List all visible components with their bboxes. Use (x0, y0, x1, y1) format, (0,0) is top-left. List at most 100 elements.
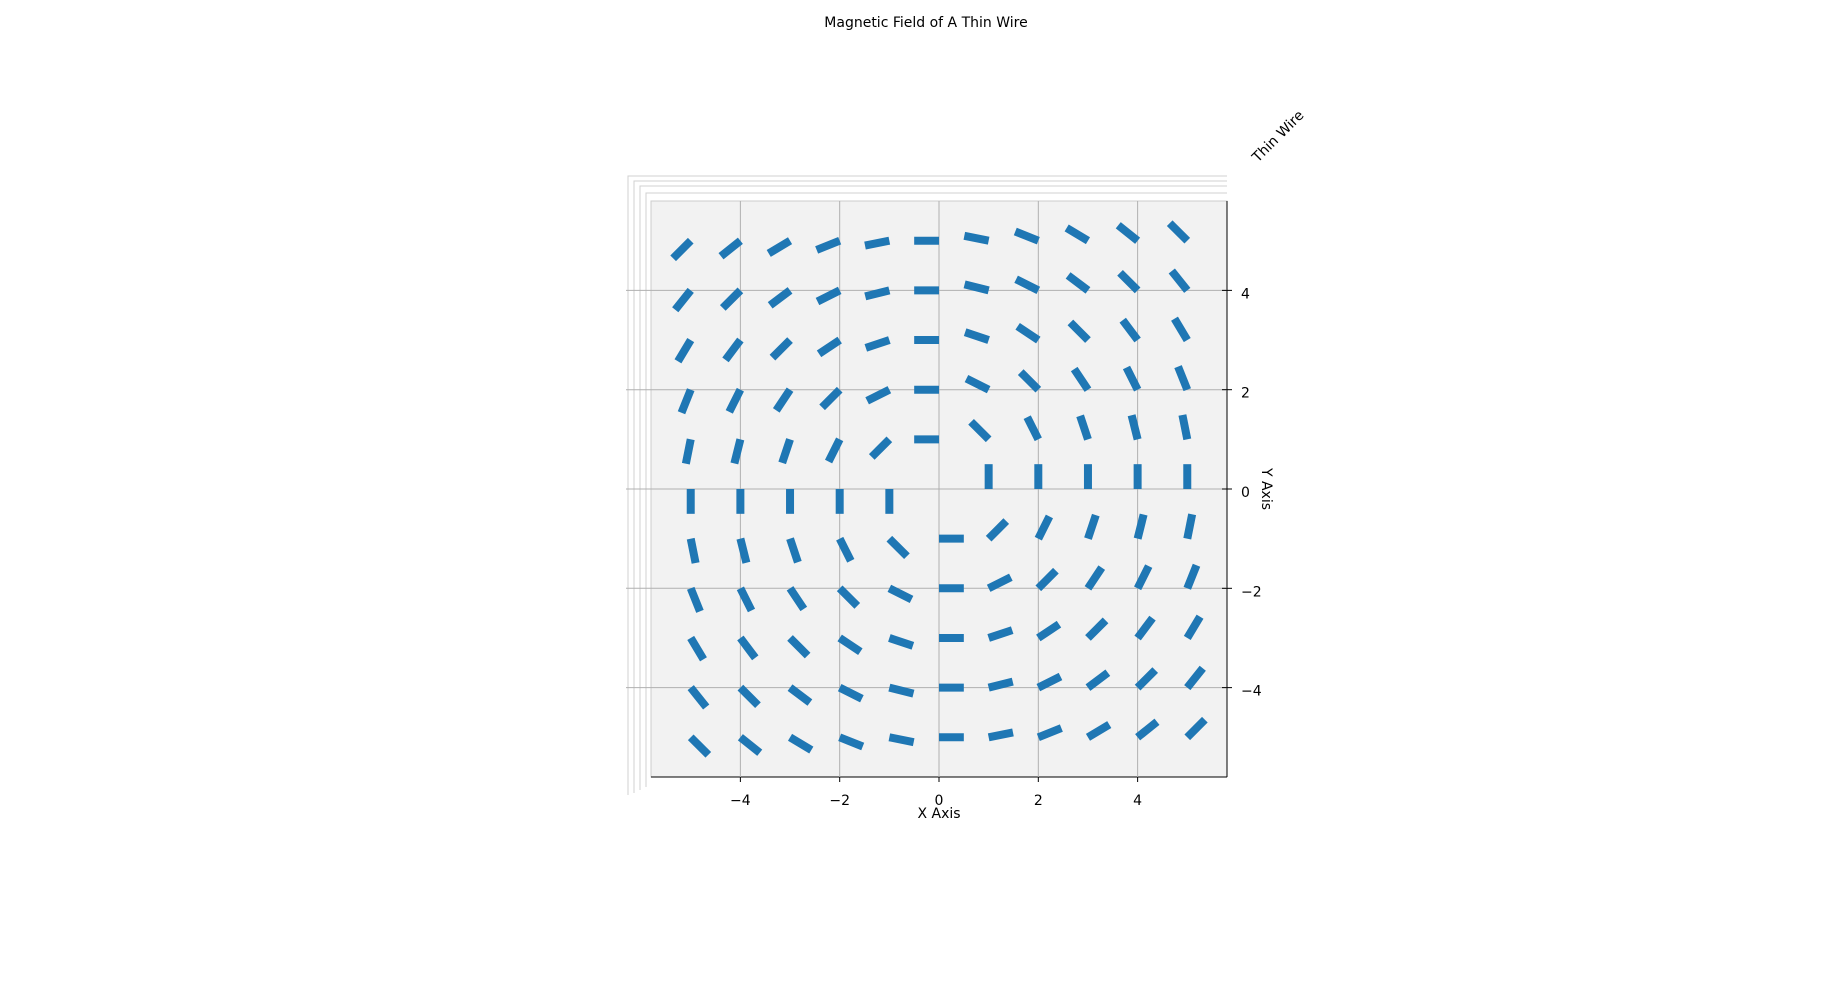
field-arrow (986, 573, 1013, 592)
field-arrow (838, 733, 865, 751)
field-arrow (1023, 415, 1042, 442)
field-arrow (1174, 365, 1191, 392)
field-arrow (687, 685, 710, 710)
field-arrow (1183, 614, 1204, 641)
field-arrow (1178, 414, 1192, 441)
field-arrow (778, 438, 794, 465)
field-arrow (787, 733, 814, 754)
field-arrow (1065, 272, 1091, 294)
field-arrow (1134, 615, 1156, 641)
field-arrow (736, 537, 751, 564)
field-arrow (1070, 366, 1092, 392)
field-arrow (687, 734, 712, 758)
x-tick-label: 2 (1034, 793, 1043, 809)
field-arrow (677, 388, 695, 415)
field-arrow (1017, 369, 1042, 393)
field-arrow (772, 387, 794, 413)
field-arrow (1034, 514, 1054, 541)
field-arrow (1135, 718, 1160, 741)
field-arrow (888, 733, 915, 747)
field-arrow (837, 684, 864, 703)
field-arrow (963, 328, 990, 344)
field-arrow (737, 635, 759, 661)
field-arrow (868, 436, 893, 460)
field-arrow (767, 287, 793, 309)
field-arrow (718, 237, 743, 260)
field-arrow (1035, 567, 1059, 592)
field-arrow (725, 387, 744, 414)
field-arrow (1119, 317, 1141, 343)
field-arrow (888, 683, 915, 698)
field-arrow (769, 337, 793, 361)
pane-edge (633, 180, 1227, 793)
field-arrow (968, 418, 992, 443)
field-arrow (1015, 322, 1041, 344)
field-arrow (737, 684, 761, 709)
field-arrow (1184, 716, 1208, 741)
field-arrow (1014, 275, 1041, 294)
field-arrow (1134, 667, 1159, 691)
field-arrow (670, 237, 694, 262)
field-arrow (864, 236, 891, 250)
field-arrow (886, 535, 910, 560)
field-arrow (1036, 724, 1063, 741)
field-arrow (737, 734, 763, 756)
field-arrow (1013, 227, 1040, 245)
field-arrow (672, 287, 694, 313)
field-arrow (864, 286, 891, 301)
field-arrow (1183, 563, 1201, 590)
field-arrow (987, 728, 1014, 742)
field-arrow (836, 585, 861, 609)
field-arrow (722, 337, 744, 363)
field-arrow (674, 337, 695, 364)
x-tick-label: 4 (1133, 793, 1142, 809)
x-axis-label: X Axis (917, 806, 960, 822)
field-arrow (786, 586, 808, 612)
field-arrow (987, 677, 1014, 692)
field-arrow (730, 438, 745, 465)
y-tick-label: −4 (1241, 684, 1262, 700)
field-arrow (736, 586, 756, 613)
field-arrow (1036, 620, 1062, 642)
y-tick-label: 4 (1241, 286, 1250, 302)
field-arrow (1168, 268, 1191, 293)
field-arrow (836, 536, 855, 563)
field-arrow (824, 437, 844, 464)
field-arrow (963, 280, 990, 295)
field-arrow (1122, 365, 1142, 392)
field-arrow (837, 634, 863, 656)
x-tick-label: −2 (829, 793, 850, 809)
field-arrow (687, 635, 707, 662)
pane-edge (645, 192, 1227, 787)
field-arrow (887, 584, 914, 604)
field-arrow (1183, 513, 1197, 540)
field-arrow (964, 374, 991, 394)
y-tick-label: 2 (1241, 386, 1250, 402)
field-arrow (1084, 513, 1100, 540)
field-arrow (766, 237, 793, 257)
y-tick-label: 0 (1241, 485, 1250, 501)
field-arrow (888, 634, 915, 650)
field-arrow (786, 537, 802, 564)
field-arrow (1166, 220, 1191, 244)
field-arrow (1076, 414, 1092, 441)
field-arrow (1127, 414, 1142, 441)
field-arrow (864, 336, 891, 352)
field-arrow (963, 231, 990, 245)
field-arrow (1064, 224, 1091, 245)
y-axis-label: Y Axis (1258, 467, 1274, 510)
field-arrow (815, 286, 842, 306)
field-arrow (865, 386, 892, 405)
field-arrow (1115, 222, 1141, 244)
field-arrow (1171, 316, 1191, 343)
field-arrow (1085, 721, 1112, 741)
field-arrow (1067, 319, 1091, 343)
field-arrow (686, 537, 700, 564)
y-tick-label: −2 (1241, 584, 1262, 600)
field-arrow (681, 438, 695, 465)
field-arrow (787, 684, 813, 706)
x-tick-label: −4 (730, 793, 751, 809)
field-arrow (1134, 564, 1153, 591)
field-arrow (687, 586, 704, 613)
